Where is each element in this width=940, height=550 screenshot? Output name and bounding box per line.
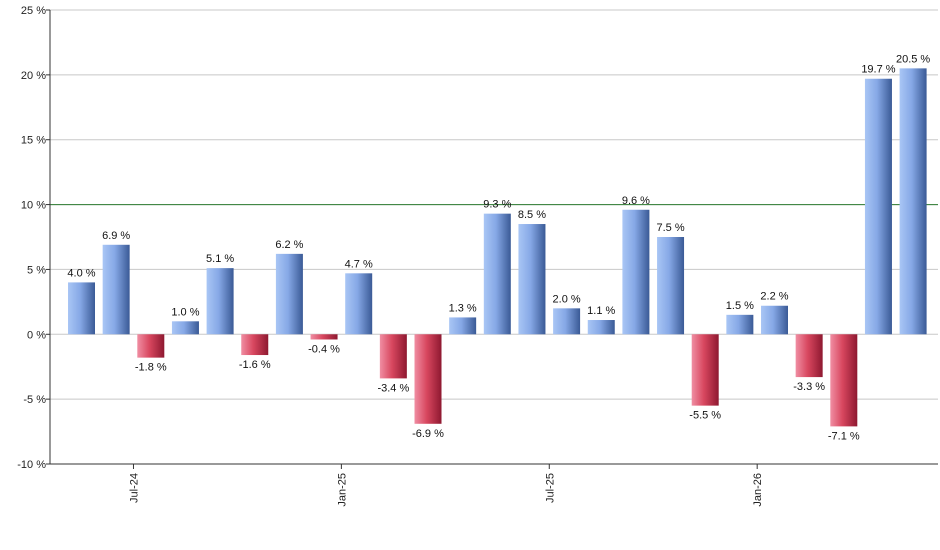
data-label: 20.5 % [896,53,930,65]
bar [553,308,581,335]
x-axis: Jul-24 Jan-25 Jul-25 Jan-26 [50,463,938,507]
bar [726,314,754,335]
data-label: 1.5 % [726,300,754,312]
y-tick-label: 5 % [27,264,46,276]
data-label: 8.5 % [518,209,546,221]
data-label: 5.1 % [206,253,234,265]
data-label: 1.0 % [171,306,199,318]
data-label: 7.5 % [656,222,684,234]
x-tick-label: Jul-24 [128,473,140,503]
bar [241,334,269,356]
data-label: 4.7 % [345,258,373,270]
data-label: -3.4 % [377,382,409,394]
data-label: -1.6 % [239,359,271,371]
data-label: -3.3 % [793,381,825,393]
y-tick-label: 0 % [27,329,46,341]
bar [761,305,788,335]
data-label: -6.9 % [412,428,444,440]
y-tick-label: -10 % [17,459,46,471]
x-tick-label: Jan-25 [336,473,348,507]
bar [691,334,719,406]
y-tick-label: 15 % [21,135,46,147]
data-labels: 4.0 % 6.9 % -1.8 % 1.0 % 5.1 % -1.6 % 6.2 % -0.… [67,53,930,442]
data-label: 1.3 % [449,302,477,314]
data-label: 4.0 % [67,267,95,279]
bar [899,68,927,335]
y-tick-label: 10 % [21,200,46,212]
data-label: 6.9 % [102,230,130,242]
y-tick-label: 20 % [21,70,46,82]
bar [102,244,130,335]
bar [449,317,477,335]
bars [68,68,927,427]
data-label: 2.2 % [760,291,788,303]
data-label: -0.4 % [308,343,340,355]
bar [206,268,234,335]
bar [483,213,511,335]
data-label: 1.1 % [587,305,615,317]
y-axis: -10 % -5 % 0 % 5 % 10 % 15 % 20 % 25 % [17,5,51,471]
data-label: -1.8 % [135,362,167,374]
bar [171,321,199,335]
bar [587,320,615,335]
data-label: 9.3 % [483,199,511,211]
data-label: -5.5 % [689,410,721,422]
bar [68,282,95,335]
bar [275,253,303,335]
bar [795,334,823,378]
bar [137,334,165,358]
data-label: 19.7 % [861,64,895,76]
y-tick-label: -5 % [23,394,46,406]
bar [657,237,685,335]
bar [379,334,407,379]
bar [622,209,650,335]
bar [864,78,892,335]
data-label: 2.0 % [553,293,581,305]
bar [345,273,373,335]
bar [518,224,546,335]
bar [414,334,442,424]
data-label: -7.1 % [828,430,860,442]
data-label: 6.2 % [275,239,303,251]
x-tick-label: Jul-25 [544,473,556,503]
x-tick-label: Jan-26 [752,473,764,507]
data-label: 9.6 % [622,195,650,207]
bar [830,334,858,427]
bar [310,334,338,340]
y-tick-label: 25 % [21,5,46,17]
